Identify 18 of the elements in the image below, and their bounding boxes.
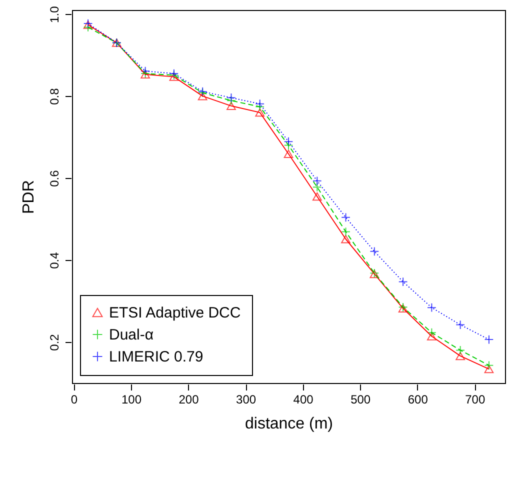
x-tick-label: 500 xyxy=(350,392,371,406)
x-tick-label: 300 xyxy=(236,392,256,406)
x-tick-label: 600 xyxy=(408,392,428,406)
x-axis-title: distance (m) xyxy=(244,416,334,432)
x-tick-label: 0 xyxy=(70,392,78,406)
y-tick-label: 0.2 xyxy=(48,334,62,351)
y-tick-label: 0.4 xyxy=(48,252,62,269)
legend-label: ETSI Adaptive DCC xyxy=(109,304,241,322)
legend-label: LIMERIC 0.79 xyxy=(109,348,204,366)
x-tick-label: 200 xyxy=(178,392,200,406)
y-tick-label: 0.8 xyxy=(48,88,62,105)
legend-label: Dual-α xyxy=(109,326,154,344)
x-tick-label: 100 xyxy=(121,392,142,406)
y-axis-title: PDR xyxy=(20,180,38,214)
x-tick-label: 400 xyxy=(293,392,314,406)
x-tick-label: 700 xyxy=(465,392,486,406)
y-tick-label: 1.0 xyxy=(48,6,62,23)
y-tick-label: 0.6 xyxy=(48,170,62,187)
